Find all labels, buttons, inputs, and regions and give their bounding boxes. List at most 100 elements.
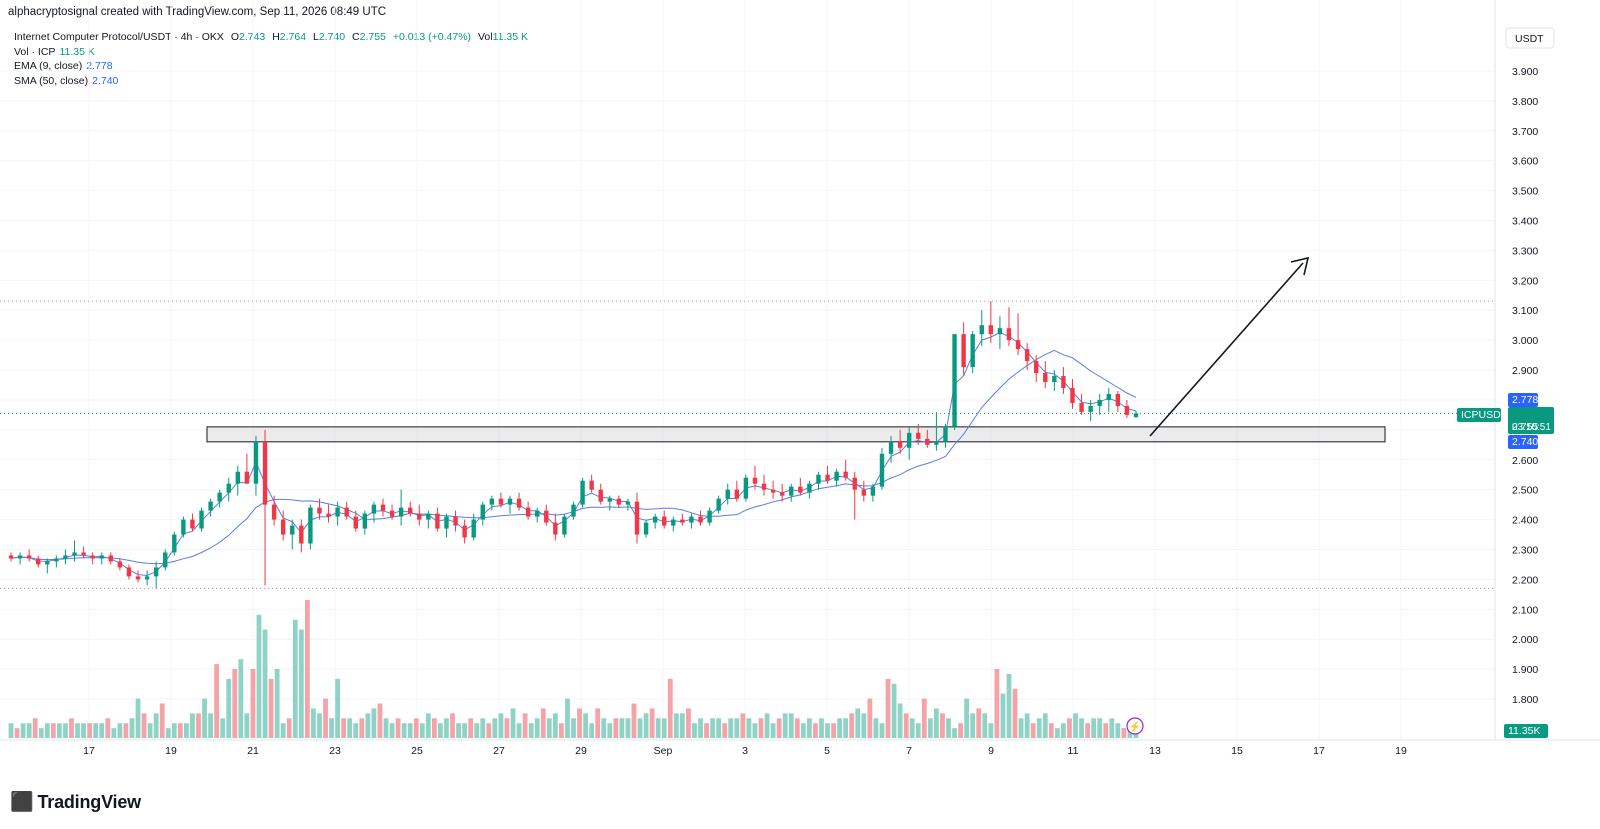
volume-bar	[746, 718, 752, 738]
volume-bar	[1036, 718, 1042, 738]
candle-body	[389, 510, 395, 517]
time-tick-label: 17	[1313, 745, 1325, 757]
volume-bar	[679, 713, 685, 738]
candle	[707, 507, 712, 526]
volume-bar	[129, 718, 135, 738]
candle-body	[471, 519, 476, 538]
last-price-badge: 2.755	[1508, 407, 1554, 434]
volume-bar	[1109, 718, 1115, 738]
legend-low: 2.740	[318, 31, 346, 43]
legend-ema-row[interactable]: EMA (9, close) 2.778	[14, 59, 528, 74]
candle	[698, 510, 703, 526]
volume-bar	[855, 708, 861, 738]
candle	[525, 501, 531, 520]
candle-body	[607, 498, 612, 502]
candle-body	[698, 516, 703, 523]
volume-bar	[444, 718, 449, 738]
volume-bar	[577, 708, 582, 738]
candle-body	[916, 432, 921, 439]
candle	[163, 549, 168, 571]
candle	[235, 465, 241, 496]
candle	[507, 495, 513, 514]
lightning-icon: ⚡	[1126, 717, 1144, 735]
volume-bar	[637, 718, 643, 738]
candle	[199, 507, 204, 532]
legend-vol: 11.35 K	[492, 31, 529, 43]
time-tick-label: 9	[988, 745, 994, 757]
candle-body	[798, 486, 803, 493]
candle-body	[1006, 328, 1012, 341]
candle-body	[1088, 405, 1093, 412]
volume-bar	[389, 723, 395, 738]
candle	[1052, 370, 1057, 391]
candle	[716, 495, 721, 514]
volume-bar	[589, 723, 595, 738]
last-price-badge-bg	[1508, 407, 1554, 434]
volume-bar	[262, 629, 268, 738]
volume-bar	[976, 708, 982, 738]
volume-bar	[740, 713, 746, 738]
volume-bar	[909, 718, 915, 738]
candle	[1079, 393, 1084, 415]
candle-body	[135, 576, 141, 580]
candle-body	[997, 328, 1003, 335]
candle	[770, 480, 776, 499]
candle-body	[308, 507, 313, 544]
legend-volume-row[interactable]: Vol · ICP 11.35 K	[14, 45, 528, 60]
volume-bar	[849, 713, 855, 738]
volume-bar	[298, 629, 304, 738]
price-axis[interactable]: 3.900 3.800 3.700 3.600 3.500 3.400 3.300 3.200…	[1494, 0, 1555, 740]
candle-body	[54, 558, 59, 562]
volume-bar	[105, 718, 111, 738]
legend-vol-label: Vol	[477, 31, 493, 43]
candle-body	[489, 498, 495, 505]
candle	[571, 501, 576, 520]
candle	[825, 465, 830, 484]
volume-badge-text: 11.35K	[1508, 725, 1541, 737]
price-tick-label: 1.900	[1512, 664, 1538, 676]
volume-bar	[867, 698, 873, 738]
legend-open: 2.743	[238, 31, 266, 43]
volume-bar	[873, 718, 879, 738]
tradingview-logo[interactable]: ⬛ TradingView	[10, 790, 141, 814]
candle-body	[571, 504, 576, 517]
support-zone[interactable]	[206, 426, 1386, 443]
legend-change: +0.013 (+0.47%)	[392, 31, 472, 43]
volume-bar	[1103, 723, 1109, 738]
volume-bar	[1024, 713, 1030, 738]
volume-bar	[335, 678, 341, 738]
volume-bar	[1097, 718, 1103, 738]
candle	[643, 519, 649, 538]
candle	[988, 301, 994, 344]
volume-bar	[915, 723, 921, 738]
volume-badge: 11.35K	[1504, 724, 1548, 738]
volume-bar	[69, 718, 74, 738]
time-tick-label: 5	[824, 745, 830, 757]
candle	[734, 480, 740, 502]
volume-bar	[546, 718, 552, 738]
volume-bar	[431, 718, 437, 738]
currency-box	[1505, 27, 1555, 49]
candle	[1043, 361, 1048, 388]
time-tick-label: 19	[165, 745, 177, 757]
candle-body	[81, 552, 86, 556]
symbol-badge-bg	[1457, 408, 1501, 422]
candle	[888, 435, 894, 463]
candle-body	[45, 561, 50, 565]
volume-bar	[988, 723, 994, 738]
candle	[952, 334, 957, 430]
legend-sma-row[interactable]: SMA (50, close) 2.740	[14, 74, 528, 89]
sma-badge: 2.740	[1508, 435, 1538, 449]
volume-bar	[571, 718, 576, 738]
volume-bar	[208, 713, 213, 738]
volume-bar	[806, 718, 812, 738]
candle	[280, 510, 286, 541]
time-axis[interactable]: 17 19 21 23 25 27 29 Sep 3 5 7 9 11 13 15 17 19	[0, 739, 1600, 757]
candle	[916, 423, 921, 445]
projection-arrow[interactable]	[1149, 256, 1310, 437]
price-tick-label: 2.900	[1512, 365, 1538, 377]
volume-bar	[837, 718, 843, 738]
candle-body	[662, 516, 667, 526]
candle-body	[816, 474, 821, 484]
